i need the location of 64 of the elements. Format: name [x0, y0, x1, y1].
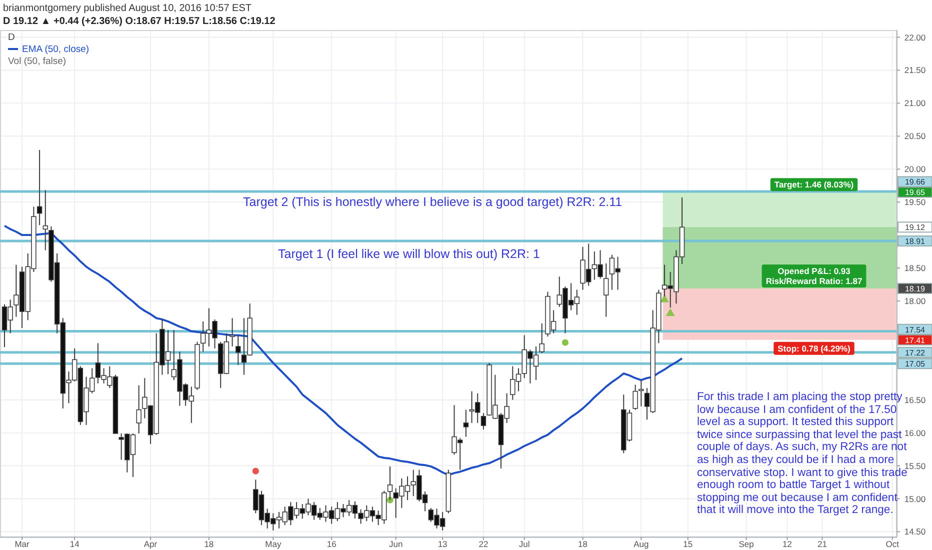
y-tick-label: 22.00	[904, 32, 926, 42]
band-label: Target: 1.46 (8.03%)	[774, 180, 854, 190]
point	[562, 339, 569, 346]
ref-line-label: 19.66	[904, 178, 926, 187]
ref-line-label: 17.05	[904, 360, 926, 369]
chart-title: D	[8, 32, 15, 43]
y-tick-label: 19.65	[904, 188, 926, 198]
x-tick-label: Oct	[886, 539, 900, 549]
y-tick-label: 20.50	[904, 131, 926, 142]
y-tick-label: 18.50	[904, 263, 926, 274]
ref-line-label: 17.22	[904, 348, 926, 358]
x-tick-label: Aug	[634, 539, 649, 549]
annotation: Target 2 (This is honestly where I believe is a good target) R2R: 2.11	[243, 195, 622, 209]
x-tick-label: Jun	[388, 539, 403, 549]
x-tick-label: 18	[578, 539, 588, 549]
x-tick-label: 22	[478, 539, 488, 549]
y-tick-label: 15.00	[904, 494, 926, 504]
x-tick-label: 14	[70, 539, 80, 549]
candlestick	[36, 149, 42, 226]
point	[666, 308, 675, 316]
band-label: Stop: 0.78 (4.29%)	[778, 343, 851, 354]
annotation: Vol (50, false)	[8, 56, 66, 67]
y-tick-label: 18.19	[904, 284, 926, 294]
y-tick-label: 19.12	[904, 223, 926, 232]
y-tick-label: 15.50	[904, 460, 926, 471]
candlestick	[463, 409, 469, 438]
x-tick-label: 13	[438, 539, 448, 549]
candlestick	[480, 412, 486, 430]
candlestick	[136, 384, 142, 434]
x-tick-label: Sep	[738, 539, 754, 549]
x-tick-label: Apr	[144, 539, 158, 549]
x-tick-label: 18	[204, 539, 214, 549]
point	[252, 468, 259, 474]
x-tick-label: 21	[818, 539, 828, 549]
band-label: Opened P&L: 0.93 Risk/Reward Ratio: 1.87	[766, 266, 862, 286]
candlestick	[236, 334, 241, 366]
candlestick	[539, 322, 544, 354]
text: brianmontgomery published August 10, 2016 10:57 EST	[3, 3, 252, 14]
x-tick-label: 15	[683, 539, 693, 549]
candlestick	[638, 380, 644, 407]
x-tick-label: Mar	[14, 539, 30, 549]
candlestick	[42, 190, 48, 251]
y-tick-label: 19.50	[904, 197, 926, 208]
ref-line-label: 17.54	[904, 325, 926, 334]
y-tick-label: 21.00	[904, 98, 926, 108]
y-tick-label: 16.00	[904, 428, 926, 438]
line-series	[4, 224, 684, 476]
text: D 19.12 ▲ +0.44 (+2.36%) O:18.67 H:19.57 L:18.56 C:19.12	[3, 16, 276, 27]
x-tick-label: Jul	[518, 539, 530, 549]
candlestick	[230, 318, 235, 347]
candlestick	[604, 262, 609, 318]
candlestick	[632, 384, 638, 410]
y-tick-label: 17.41	[904, 336, 926, 345]
y-tick-label: 16.50	[904, 394, 926, 405]
text: EMA (50, close)	[22, 44, 90, 55]
x-tick-label: 16	[326, 539, 337, 549]
ref-line-label: 18.91	[904, 236, 926, 246]
y-tick-label: 14.50	[904, 526, 926, 537]
y-tick-label: 21.50	[904, 65, 926, 76]
x-tick-label: May	[265, 539, 282, 549]
annotation: Target 1 (I feel like we will blow this out) R2R: 1	[278, 247, 540, 261]
x-tick-label: 12	[782, 539, 792, 549]
y-tick-label: 18.00	[904, 296, 926, 306]
y-tick-label: 20.00	[904, 164, 926, 174]
